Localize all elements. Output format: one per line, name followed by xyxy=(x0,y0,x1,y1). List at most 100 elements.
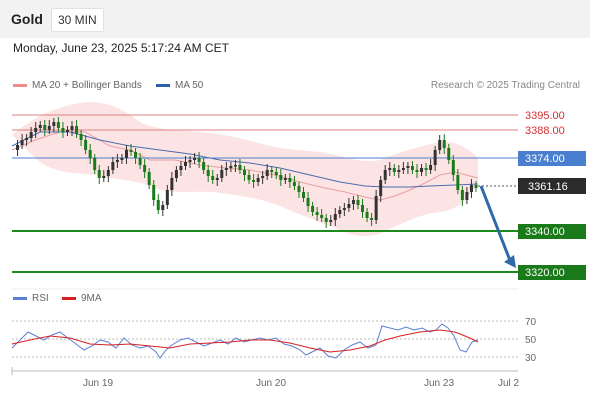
candle-body xyxy=(183,162,187,166)
rsi-label-50: 50 xyxy=(525,335,537,346)
candle-body xyxy=(156,200,160,210)
candle-body xyxy=(170,178,174,190)
candle-body xyxy=(283,178,287,180)
candle-body xyxy=(469,185,473,192)
candle-body xyxy=(70,126,74,130)
candle-body xyxy=(465,192,469,200)
candle-body xyxy=(56,122,60,128)
candle-body xyxy=(124,150,128,158)
candle-body xyxy=(38,125,42,128)
candles xyxy=(16,117,478,228)
rsi-swatch-icon xyxy=(13,296,27,300)
candle-body xyxy=(229,166,233,168)
candle-body xyxy=(401,168,405,170)
x-label-jun20: Jun 20 xyxy=(256,378,286,389)
candle-body xyxy=(397,170,401,172)
legend-9ma-label: 9MA xyxy=(81,293,102,304)
candle-body xyxy=(16,145,20,150)
timestamp: Monday, June 23, 2025 5:17:24 AM CET xyxy=(13,41,229,55)
candle-body xyxy=(25,138,29,140)
candle-body xyxy=(347,204,351,208)
candle-body xyxy=(433,150,437,165)
candle-body xyxy=(252,180,256,182)
forecast-arrow xyxy=(479,185,513,264)
candle-body xyxy=(243,170,246,175)
top-bar: Gold 30 MIN xyxy=(0,0,590,38)
candle-body xyxy=(134,152,138,158)
candle-body xyxy=(152,185,156,200)
candle-body xyxy=(297,186,301,192)
candle-body xyxy=(34,128,38,132)
candle-body xyxy=(265,170,269,176)
candle-body xyxy=(329,220,333,222)
candle-body xyxy=(342,208,346,210)
candle-body xyxy=(93,158,97,170)
candle-body xyxy=(224,168,228,170)
legend-bollinger: MA 20 + Bollinger Bands xyxy=(13,80,142,91)
timeframe-button[interactable]: 30 MIN xyxy=(51,8,104,32)
candle-body xyxy=(65,130,69,132)
candle-body xyxy=(129,150,133,152)
candle-body xyxy=(247,175,251,180)
candle-body xyxy=(161,205,165,210)
candle-body xyxy=(392,168,396,172)
ma50-line xyxy=(11,131,479,188)
legend-9ma: 9MA xyxy=(62,293,102,304)
candle-body xyxy=(143,165,147,172)
candle-body xyxy=(115,160,119,162)
ma20-line xyxy=(11,131,479,201)
instrument-title: Gold xyxy=(11,11,43,27)
candle-body xyxy=(138,158,142,165)
rsi-9ma-line xyxy=(11,329,479,353)
copyright: Research © 2025 Trading Central xyxy=(430,80,580,91)
tag-3361 xyxy=(518,178,586,194)
9ma-swatch-icon xyxy=(62,296,76,300)
candle-body xyxy=(202,162,206,170)
candle-body xyxy=(206,170,210,176)
candle-body xyxy=(106,170,110,176)
candle-body xyxy=(193,158,197,160)
candle-body xyxy=(315,212,319,215)
candle-body xyxy=(29,132,33,138)
candle-body xyxy=(233,165,237,167)
candle-body xyxy=(179,166,183,170)
forecast-arrow-head-icon xyxy=(504,255,516,268)
x-label-jun23: Jun 23 xyxy=(424,378,454,389)
candle-body xyxy=(174,170,178,178)
candle-body xyxy=(406,166,410,168)
candle-body xyxy=(61,128,65,132)
rsi-label-30: 30 xyxy=(525,353,537,364)
candle-body xyxy=(388,168,392,170)
candle-body xyxy=(442,140,446,148)
candle-body xyxy=(279,175,283,180)
label-3374: 3374.00 xyxy=(525,153,565,165)
candle-body xyxy=(474,185,478,188)
candle-body xyxy=(292,182,296,186)
candle-body xyxy=(43,125,47,130)
candle-body xyxy=(261,176,265,178)
legend-rsi: RSI xyxy=(13,293,49,304)
bollinger-swatch-icon xyxy=(13,83,27,87)
candle-body xyxy=(238,165,242,170)
candle-body xyxy=(361,205,365,212)
x-label-jul2: Jul 2 xyxy=(498,378,520,389)
candle-body xyxy=(302,192,306,198)
candle-body xyxy=(197,158,201,162)
candle-body xyxy=(111,162,115,170)
tag-3374 xyxy=(518,151,586,166)
candle-body xyxy=(306,198,310,206)
candle-body xyxy=(447,148,451,160)
candle-body xyxy=(324,218,328,222)
candle-body xyxy=(420,168,424,172)
candle-body xyxy=(370,218,374,220)
candle-body xyxy=(84,140,88,150)
candle-body xyxy=(356,200,360,205)
candle-body xyxy=(365,212,369,218)
rsi-label-70: 70 xyxy=(525,317,537,328)
candle-body xyxy=(374,196,378,220)
legend-ma50: MA 50 xyxy=(156,80,203,91)
candle-body xyxy=(165,190,169,205)
candle-body xyxy=(47,126,51,130)
candle-body xyxy=(288,178,292,182)
